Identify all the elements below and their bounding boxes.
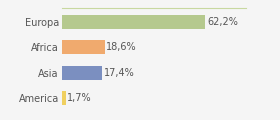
Text: 18,6%: 18,6% bbox=[106, 42, 137, 52]
Text: 17,4%: 17,4% bbox=[104, 68, 134, 78]
Bar bbox=[62, 15, 205, 29]
Bar bbox=[62, 91, 66, 105]
Text: 1,7%: 1,7% bbox=[67, 93, 92, 103]
Bar bbox=[62, 40, 104, 54]
Bar bbox=[62, 66, 102, 80]
Text: 62,2%: 62,2% bbox=[207, 17, 238, 27]
